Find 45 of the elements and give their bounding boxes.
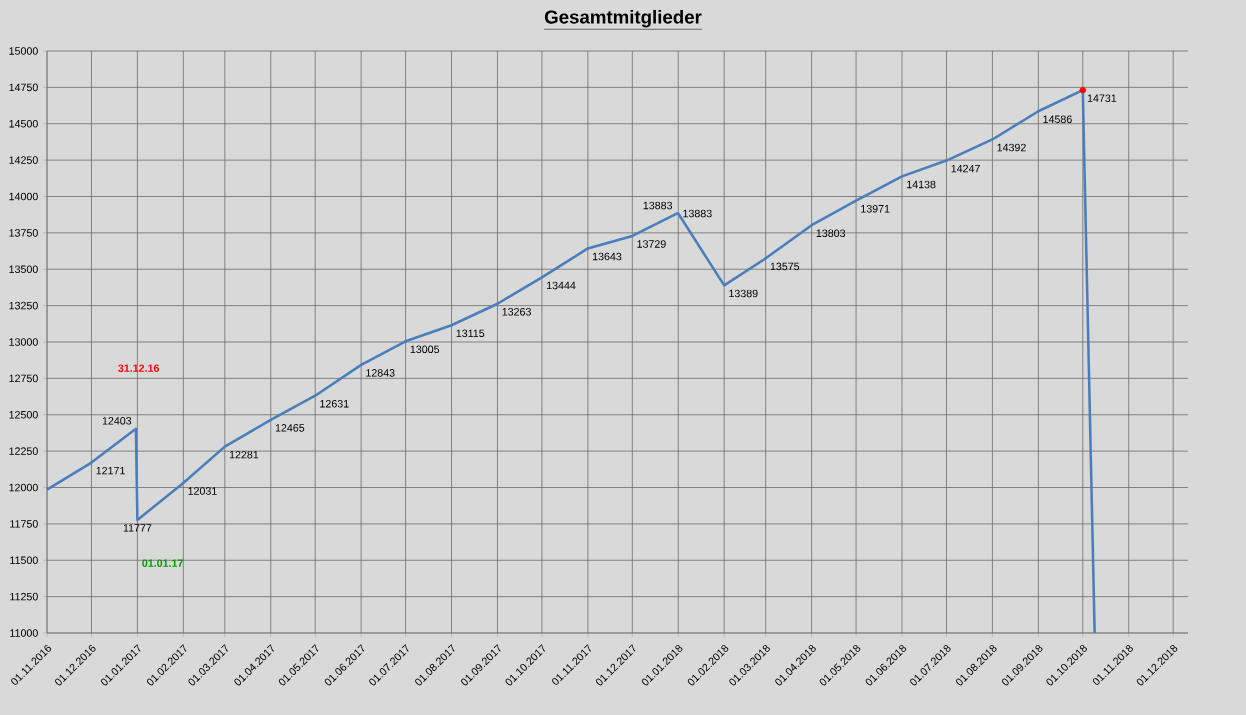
- y-tick-label: 11750: [10, 520, 38, 528]
- y-tick-label: 12500: [9, 410, 38, 419]
- data-label: 13883: [643, 201, 673, 210]
- y-tick-label: 13500: [9, 265, 38, 274]
- y-tick-label: 12250: [9, 447, 38, 455]
- data-label: 11777: [123, 524, 152, 532]
- chart-title: Gesamtmitglieder: [544, 9, 702, 28]
- y-tick-label: 11250: [10, 592, 38, 601]
- data-label: 12171: [96, 466, 125, 475]
- data-label: 12403: [102, 417, 132, 425]
- y-tick-label: 12750: [9, 374, 38, 383]
- y-tick-label: 13000: [9, 338, 38, 346]
- data-label: 13389: [729, 289, 758, 298]
- y-tick-label: 11500: [10, 556, 38, 565]
- data-label: 14247: [951, 164, 980, 173]
- data-label: 13444: [547, 281, 576, 290]
- annotation: 01.01.17: [142, 559, 183, 567]
- y-tick-label: 14000: [9, 192, 38, 201]
- data-label: 12843: [366, 369, 395, 377]
- y-tick-label: 14250: [9, 156, 38, 164]
- data-label: 12631: [320, 399, 349, 408]
- data-label: 12465: [275, 424, 305, 432]
- y-tick-label: 12000: [9, 483, 38, 492]
- y-tick-label: 13250: [9, 301, 38, 310]
- data-label: 13883: [683, 209, 712, 218]
- data-label: 13005: [410, 345, 440, 354]
- data-label: 13803: [816, 229, 846, 237]
- data-label: 13643: [592, 252, 622, 261]
- data-label: 13729: [637, 240, 666, 248]
- data-label: 14586: [1043, 115, 1072, 124]
- y-tick-label: 14500: [9, 119, 38, 128]
- y-tick-label: 14750: [9, 83, 38, 92]
- data-label: 13115: [456, 329, 485, 338]
- data-label: 13575: [770, 262, 800, 271]
- data-label: 12031: [188, 487, 217, 495]
- data-label: 14138: [907, 180, 936, 189]
- data-label: 14392: [997, 143, 1026, 152]
- y-tick-label: 11000: [10, 629, 38, 637]
- data-label: 13971: [861, 204, 890, 213]
- y-tick-label: 13750: [9, 229, 38, 237]
- data-label: 13263: [502, 308, 531, 316]
- data-label: 14731: [1087, 94, 1117, 102]
- y-tick-label: 15000: [9, 47, 38, 55]
- annotation: 31.12.16: [118, 364, 160, 372]
- data-label: 12281: [229, 450, 259, 459]
